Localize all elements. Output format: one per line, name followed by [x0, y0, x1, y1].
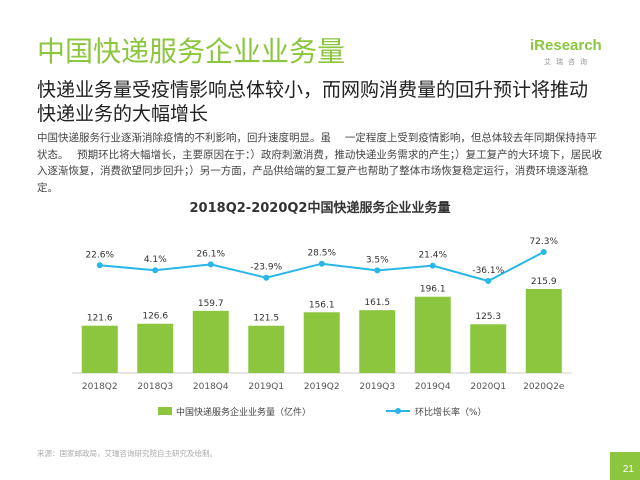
growth-rate-point	[318, 260, 325, 267]
bar	[525, 289, 562, 373]
x-tick-label: 2018Q2	[82, 382, 118, 392]
bar-value-label: 126.6	[142, 312, 168, 322]
x-tick-label: 2019Q1	[248, 382, 284, 392]
bar-value-label: 125.3	[475, 312, 501, 322]
bar-value-label: 121.6	[87, 314, 113, 324]
logo-subtitle: 艾瑞咨询	[544, 58, 592, 66]
body-paragraph: 中国快递服务行业逐渐消除疫情的不利影响，回升速度明显。虽 一定程度上受到疫情影响…	[37, 132, 603, 194]
growth-rate-label: 3.5%	[366, 255, 389, 265]
growth-rate-point	[96, 262, 103, 269]
bar	[303, 312, 340, 373]
x-tick-label: 2020Q2e	[523, 382, 565, 392]
growth-rate-label: 22.6%	[85, 250, 114, 260]
logo-wordmark: iResearch	[530, 38, 610, 54]
legend-line-marker	[395, 408, 401, 414]
growth-rate-point	[485, 278, 492, 284]
growth-rate-label: 28.5%	[307, 249, 336, 259]
x-tick-label: 2020Q1	[470, 382, 506, 392]
growth-rate-point	[540, 249, 547, 255]
logo-text: Research	[534, 37, 602, 54]
bar-value-label: 156.1	[309, 300, 335, 310]
x-tick-label: 2018Q4	[193, 382, 229, 392]
x-tick-label: 2018Q3	[137, 382, 173, 392]
growth-rate-label: -36.1%	[472, 266, 504, 276]
x-tick-label: 2019Q2	[304, 382, 340, 392]
legend-line-label: 环比增长率（%）	[415, 406, 487, 418]
source-note: 来源：国家邮政局，艾瑞咨询研究院自主研究及绘制。	[37, 449, 217, 458]
bar	[192, 310, 229, 373]
bar	[470, 324, 507, 373]
page-badge	[610, 452, 640, 480]
bar-value-label: 215.9	[531, 277, 557, 287]
bar-value-label: 161.5	[364, 298, 390, 308]
legend-bar-swatch	[158, 407, 172, 415]
growth-rate-label: 72.3%	[529, 237, 558, 247]
logo-i: i	[530, 37, 535, 54]
growth-rate-point	[374, 267, 381, 274]
page-number: 21	[622, 464, 634, 475]
bar	[414, 296, 451, 373]
bar-value-label: 121.5	[253, 314, 279, 324]
growth-rate-label: 4.1%	[144, 255, 167, 265]
x-tick-label: 2019Q3	[359, 382, 395, 392]
growth-rate-point	[152, 267, 159, 274]
bar	[248, 325, 285, 373]
page-title: 中国快递服务企业业务量	[37, 35, 346, 68]
bar-value-label: 159.7	[198, 299, 224, 309]
growth-rate-point	[429, 262, 436, 269]
growth-rate-point	[207, 261, 214, 268]
growth-rate-point	[263, 274, 270, 281]
bar	[81, 325, 118, 373]
legend-bar-label: 中国快递服务企业业务量（亿件）	[176, 406, 311, 418]
iresearch-logo: iResearch 艾瑞咨询	[530, 38, 610, 67]
bar	[137, 323, 174, 373]
headline: 快递业务量受疫情影响总体较小，而网购消费量的回升预计将推动 快递业务的大幅增长	[37, 79, 614, 125]
bar	[359, 310, 396, 373]
growth-rate-label: 21.4%	[418, 251, 447, 261]
growth-rate-label: 26.1%	[196, 249, 225, 259]
growth-rate-label: -23.9%	[250, 263, 282, 273]
chart-title: 2018Q2-2020Q2中国快递服务企业业务量	[189, 201, 451, 216]
x-tick-label: 2019Q4	[415, 382, 451, 392]
bar-value-label: 196.1	[420, 285, 446, 295]
